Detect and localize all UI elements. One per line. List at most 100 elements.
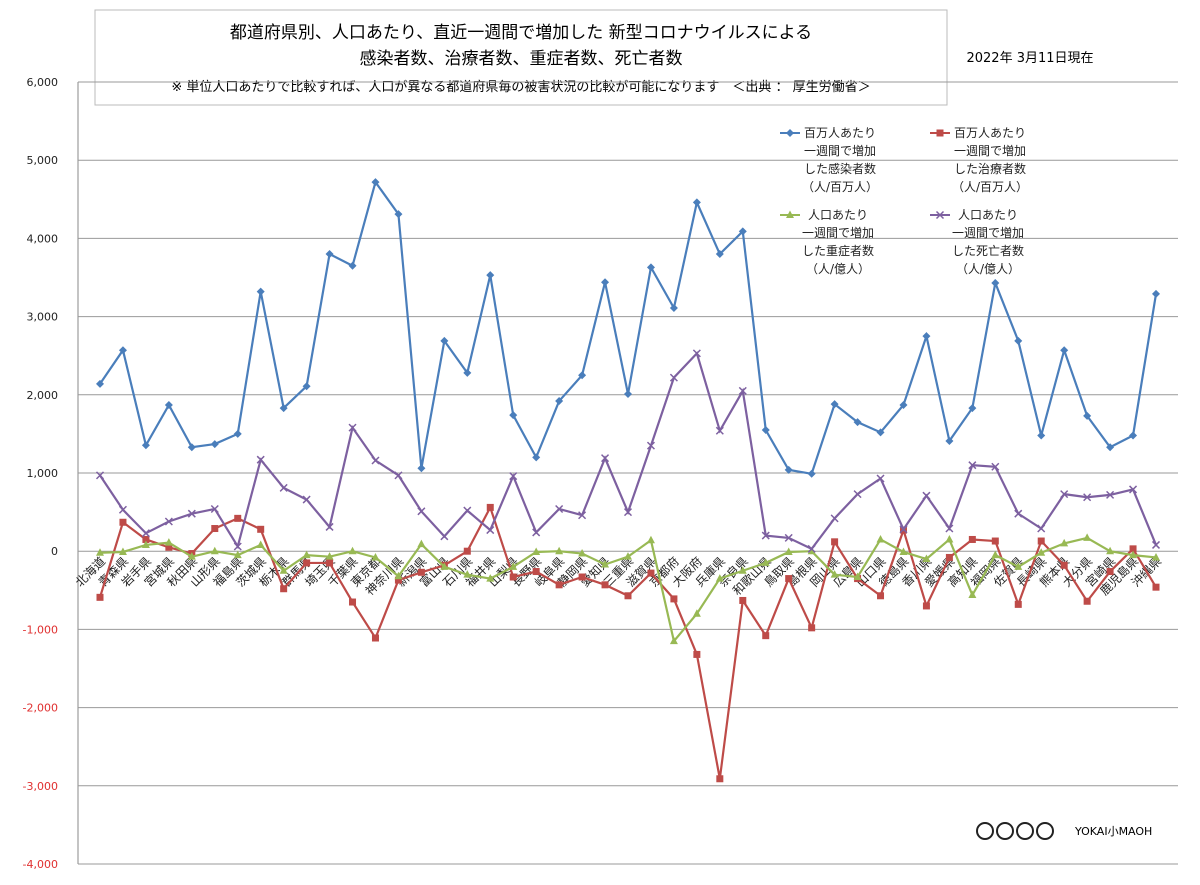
cc-icons [976,822,1054,840]
marker [991,278,1000,287]
marker [118,505,127,514]
marker [624,552,632,560]
marker [141,441,150,450]
marker [601,559,610,568]
legend-label: 人口あたり 一週間で増加 した死亡者数 （人/億人） [952,208,1025,276]
marker [899,400,908,409]
marker [692,198,701,207]
marker [1106,490,1115,499]
marker [786,129,794,137]
marker [279,483,288,492]
marker [303,559,311,567]
marker [96,548,104,556]
marker [440,562,449,570]
marker [624,390,632,399]
marker [715,250,724,259]
marker [670,595,678,603]
marker [118,547,127,555]
marker [1152,583,1160,591]
marker [784,533,793,542]
marker [1014,562,1023,570]
marker [141,529,150,538]
marker [831,538,839,546]
marker [371,634,379,642]
marker [899,525,908,534]
marker [302,550,311,559]
marker [417,539,426,548]
marker [96,379,104,388]
marker [486,526,495,535]
marker [922,332,931,341]
legend-label: 人口あたり 一週間で増加 した重症者数 （人/億人） [802,208,875,276]
marker [692,349,701,358]
marker [325,250,334,259]
marker [348,423,357,432]
title: 都道府県別、人口あたり、直近一週間で増加した 新型コロナウイルスによる [230,23,812,43]
marker [692,609,701,617]
marker [1106,443,1115,452]
legend-label: 百万人あたり 一週間で増加 した治療者数 （人/百万人） [952,126,1029,194]
marker [142,535,150,543]
marker [1060,561,1068,569]
marker [1129,550,1138,559]
marker [1129,545,1137,553]
marker [211,525,219,533]
marker [118,346,127,355]
marker [1060,490,1069,499]
marker [256,540,265,548]
marker [922,602,930,610]
marker [394,571,403,580]
marker [853,490,862,499]
marker [164,400,173,409]
marker [1060,538,1069,547]
y-tick-label: 1,000 [27,467,59,480]
marker [233,550,242,559]
marker [761,425,770,434]
marker [739,596,747,604]
marker [785,575,793,583]
y-tick-label: 3,000 [27,311,59,324]
title-box [94,9,948,106]
marker [945,436,954,445]
marker [141,540,150,548]
marker [623,508,633,517]
marker [164,517,173,526]
marker [646,263,655,272]
marker [210,546,219,555]
marker [463,547,471,555]
marker [830,570,839,578]
marker [417,568,425,576]
marker [210,504,219,514]
marker [96,593,104,601]
marker [164,538,173,546]
marker [624,592,632,600]
marker [945,534,954,543]
marker [991,550,1000,559]
marker [302,382,311,391]
y-tick-label: -3,000 [23,780,58,793]
marker [1083,411,1092,420]
marker [1106,546,1115,555]
subtitle: ※ 単位人口あたりで比較すれば、人口が異なる都道府県毎の被害状況の比較が可能にな… [171,79,870,95]
y-tick-label: 4,000 [27,232,59,245]
marker [1151,540,1161,549]
marker [784,465,793,474]
y-tick-label: 6,000 [27,76,59,89]
marker [762,632,770,640]
marker [669,303,678,312]
marker [1014,509,1023,518]
marker [991,537,999,545]
marker [509,562,518,570]
marker [876,534,885,543]
marker [877,592,885,600]
marker [876,474,885,483]
marker [371,178,380,187]
series-line [98,504,1157,779]
marker [187,509,196,518]
marker [968,404,977,413]
title: 感染者数、治療者数、重症者数、死亡者数 [360,49,683,69]
series-line [99,351,1158,551]
marker [532,528,541,537]
